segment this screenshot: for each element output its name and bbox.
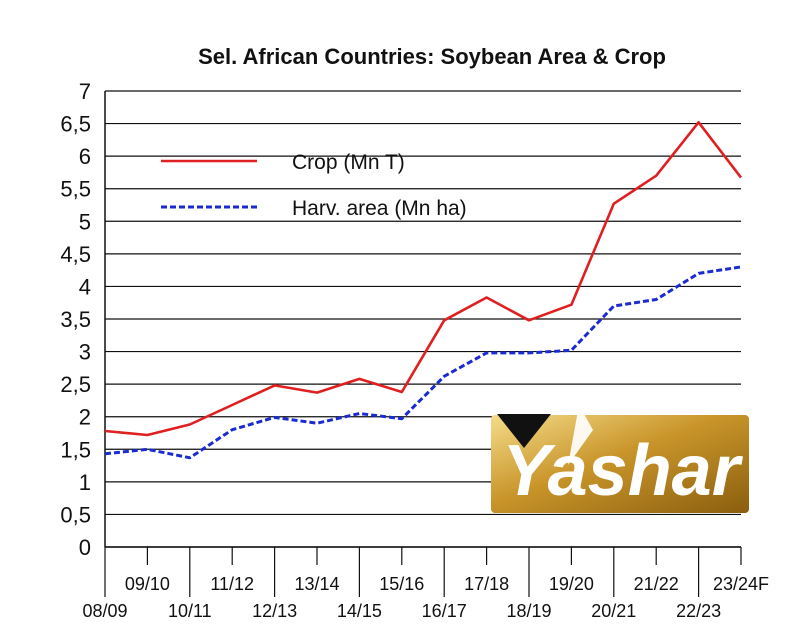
y-tick-label: 7 [79, 79, 91, 104]
x-tick-label: 15/16 [379, 574, 424, 594]
x-tick-label: 14/15 [337, 601, 382, 621]
x-tick-label: 18/19 [506, 601, 551, 621]
series-line-crop [104, 121, 743, 437]
y-tick-label: 3 [79, 340, 91, 365]
grid-lines [104, 90, 741, 548]
x-tick-label: 12/13 [252, 601, 297, 621]
x-tick-labels: 08/09 09/10 10/11 11/12 12/13 13/14 14/15 15/16… [82, 547, 769, 621]
y-tick-label: 0,5 [60, 502, 91, 527]
y-tick-label: 4,5 [60, 242, 91, 267]
y-tick-label: 2,5 [60, 372, 91, 397]
y-tick-label: 5,5 [60, 177, 91, 202]
legend-label: Crop (Mn T) [292, 151, 405, 174]
x-tick-label: 13/14 [294, 574, 339, 594]
y-tick-label: 4 [79, 274, 91, 299]
series-lines [104, 121, 743, 460]
legend: Crop (Mn T) Harv. area (Mn ha) [161, 151, 467, 220]
x-tick-label: 11/12 [210, 574, 254, 594]
x-tick-label: 08/09 [82, 601, 127, 621]
x-tick-label: 19/20 [549, 574, 594, 594]
x-tick-label: 17/18 [464, 574, 509, 594]
x-tick-label: 21/22 [634, 574, 679, 594]
y-tick-label: 2 [79, 405, 91, 430]
y-tick-label: 6,5 [60, 112, 91, 137]
x-tick-label: 20/21 [591, 601, 636, 621]
x-tick-label: 09/10 [125, 574, 170, 594]
y-tick-label: 0 [79, 535, 91, 560]
x-tick-label: 10/11 [168, 601, 212, 621]
y-tick-label: 6 [79, 144, 91, 169]
y-tick-label: 3,5 [60, 307, 91, 332]
y-tick-label: 5 [79, 209, 91, 234]
yashar-watermark-logo: Yashar [491, 405, 749, 513]
watermark-text: Yashar [502, 431, 743, 511]
legend-label: Harv. area (Mn ha) [292, 197, 467, 220]
x-tick-label: 23/24F [713, 574, 769, 594]
y-tick-labels: 0 0,5 1 1,5 2 2,5 3 3,5 4 4,5 5 5,5 6 6,5 7 [60, 79, 91, 560]
y-tick-label: 1,5 [60, 437, 91, 462]
y-tick-label: 1 [79, 470, 91, 495]
series-line-harv-area [104, 265, 742, 460]
x-tick-label: 16/17 [422, 601, 467, 621]
x-tick-label: 22/23 [676, 601, 721, 621]
chart-title: Sel. African Countries: Soybean Area & C… [198, 44, 666, 69]
